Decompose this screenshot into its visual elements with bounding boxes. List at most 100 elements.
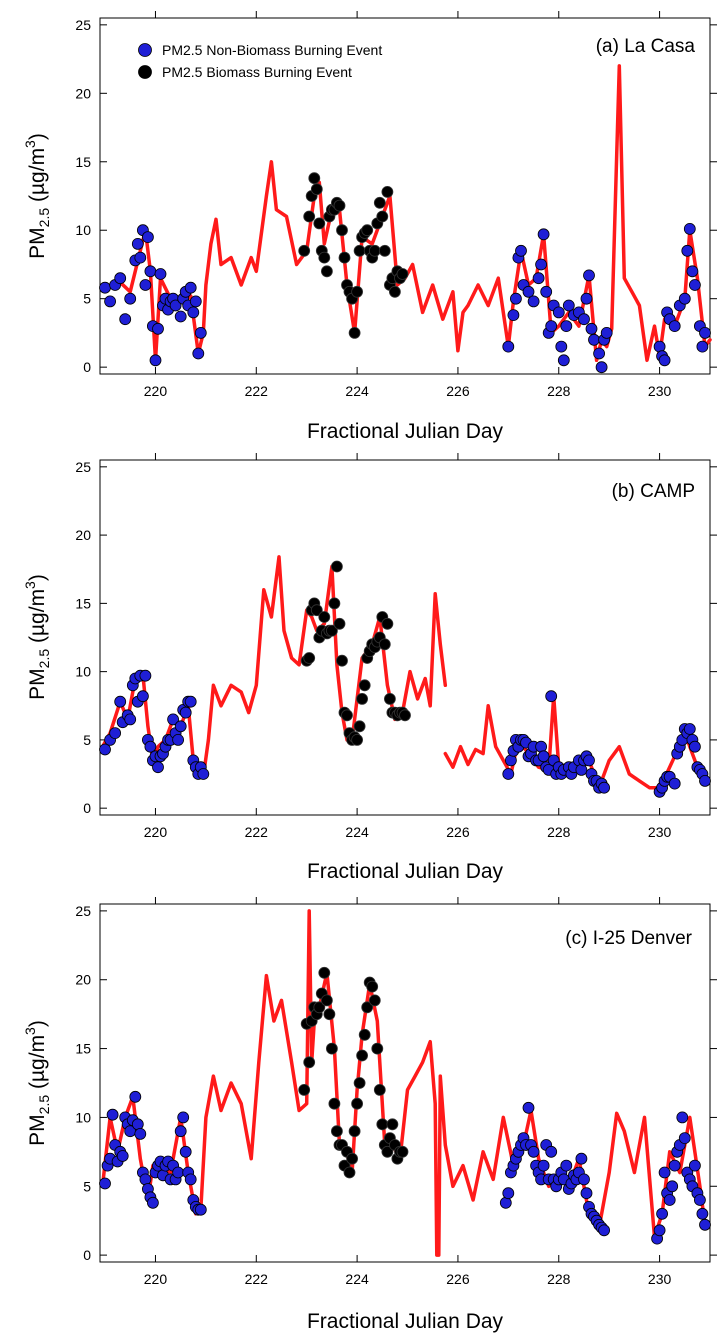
non-biomass-point — [689, 279, 701, 291]
non-biomass-point — [184, 1173, 197, 1186]
y-tick-label: 0 — [83, 800, 91, 816]
y-tick-label: 25 — [75, 17, 91, 33]
y-tick-label: 0 — [83, 359, 91, 375]
non-biomass-point — [141, 231, 154, 244]
biomass-point — [333, 617, 346, 630]
y-tick-label: 10 — [75, 664, 91, 680]
biomass-point — [308, 172, 321, 185]
biomass-point — [313, 1001, 326, 1014]
non-biomass-point — [502, 1187, 515, 1200]
non-biomass-point — [522, 1101, 535, 1114]
non-biomass-point — [686, 265, 699, 278]
non-biomass-point — [537, 750, 550, 763]
non-biomass-point — [689, 740, 701, 753]
y-axis-title: PM2.5 (µg/m3) — [22, 133, 52, 259]
biomass-point — [323, 1008, 336, 1021]
non-biomass-point — [184, 281, 197, 294]
non-biomass-point — [119, 313, 132, 326]
x-axis-title: Fractional Julian Day — [307, 1310, 504, 1333]
biomass-point — [368, 244, 381, 257]
non-biomass-point — [668, 320, 681, 333]
non-biomass-point — [139, 1173, 152, 1186]
non-biomass-point — [694, 1194, 706, 1206]
x-tick-label: 220 — [144, 383, 168, 399]
biomass-point — [358, 1028, 371, 1041]
plot-frame — [99, 903, 711, 1263]
biomass-point — [361, 1001, 374, 1014]
y-tick-label: 20 — [75, 972, 91, 988]
biomass-point — [371, 1042, 384, 1055]
panel-title: (c) I-25 Denver — [565, 928, 692, 949]
non-biomass-point — [555, 340, 568, 353]
non-biomass-point — [99, 1177, 111, 1190]
biomass-point — [381, 1145, 394, 1158]
x-tick-label: 222 — [245, 1271, 269, 1287]
biomass-point — [351, 734, 364, 746]
biomass-point — [298, 244, 311, 257]
non-biomass-point — [507, 309, 520, 322]
non-biomass-point — [194, 326, 207, 339]
biomass-point — [320, 994, 333, 1007]
non-biomass-point — [179, 1145, 192, 1158]
biomass-point — [358, 679, 371, 692]
non-biomass-point — [545, 1145, 558, 1158]
plot-frame — [99, 459, 711, 816]
non-biomass-point — [129, 1090, 142, 1103]
non-biomass-point — [99, 281, 111, 294]
biomass-point — [378, 244, 391, 257]
x-tick-label: 230 — [648, 383, 672, 399]
y-tick-label: 15 — [75, 154, 91, 170]
non-biomass-point — [588, 333, 600, 346]
biomass-point — [325, 1042, 338, 1055]
biomass-point — [343, 1166, 356, 1179]
non-biomass-point — [184, 695, 197, 708]
non-biomass-point — [109, 727, 121, 739]
biomass-point — [366, 980, 379, 993]
biomass-point — [386, 1118, 399, 1131]
biomass-point — [373, 1084, 386, 1096]
non-biomass-point — [136, 690, 149, 703]
non-biomass-point — [676, 1111, 689, 1124]
plot-frame — [99, 17, 711, 375]
non-biomass-point — [545, 690, 558, 703]
y-tick-label: 15 — [75, 595, 91, 611]
non-biomass-point — [699, 326, 711, 339]
biomass-point — [356, 693, 369, 705]
non-biomass-point — [535, 740, 547, 753]
non-biomass-point — [146, 1196, 159, 1209]
non-biomass-point — [696, 340, 709, 353]
non-biomass-point — [593, 347, 605, 360]
biomass-point — [318, 611, 331, 623]
non-biomass-point — [527, 295, 540, 308]
biomass-point — [399, 709, 411, 722]
non-biomass-point — [114, 272, 127, 285]
panel-title: (a) La Casa — [596, 36, 696, 57]
biomass-point — [388, 285, 401, 298]
non-biomass-point — [658, 1166, 671, 1179]
y-tick-label: 10 — [75, 222, 91, 238]
non-biomass-point — [149, 354, 162, 367]
non-biomass-point — [504, 754, 517, 767]
biomass-point — [333, 199, 346, 212]
y-tick-label: 5 — [83, 732, 91, 748]
x-axis-title: Fractional Julian Day — [307, 420, 504, 443]
biomass-point — [376, 1118, 389, 1131]
non-biomass-point — [131, 1118, 144, 1131]
biomass-point — [318, 966, 331, 979]
non-biomass-point — [699, 1218, 711, 1231]
x-tick-label: 230 — [648, 824, 672, 840]
x-tick-label: 224 — [345, 383, 369, 399]
legend-marker — [138, 65, 152, 79]
chart-panel-1: 220 222 224 226 228 230 0 5 10 15 20 25 (a) La Casa F… — [22, 11, 717, 443]
biomass-point — [353, 720, 366, 733]
biomass-point — [318, 251, 331, 264]
non-biomass-point — [152, 761, 164, 774]
non-biomass-point — [678, 292, 691, 305]
biomass-point — [376, 210, 389, 223]
biomass-point — [361, 224, 374, 237]
non-biomass-point — [172, 1166, 185, 1179]
biomass-point — [396, 268, 409, 280]
non-biomass-point — [696, 1207, 709, 1220]
x-tick-label: 220 — [144, 1271, 168, 1287]
biomass-point — [328, 597, 341, 610]
